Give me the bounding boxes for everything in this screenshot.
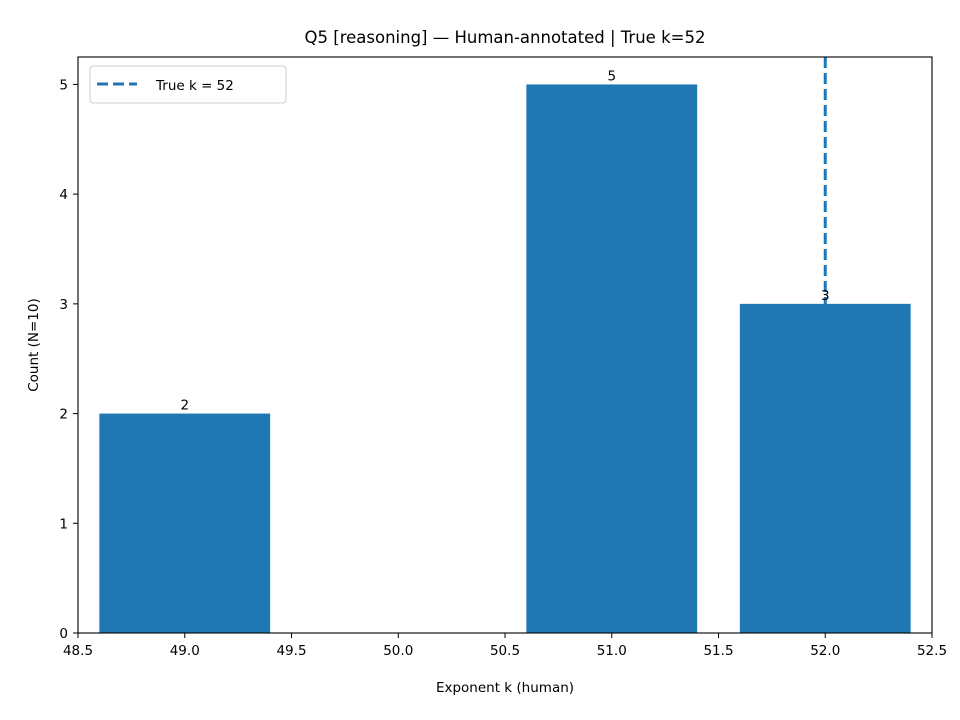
x-tick-label: 52.5 <box>917 643 947 659</box>
legend-label: True k = 52 <box>155 78 234 94</box>
y-axis: 0 1 2 3 4 5 <box>59 77 78 642</box>
x-tick-label: 52.0 <box>810 643 840 659</box>
bar-labels-layer: 2 5 3 <box>180 68 829 413</box>
chart-title: Q5 [reasoning] — Human-annotated | True … <box>305 28 706 47</box>
x-tick-label: 48.5 <box>63 643 93 659</box>
bar-51 <box>526 84 698 633</box>
y-tick-label: 1 <box>59 516 68 532</box>
y-tick-label: 4 <box>59 187 68 203</box>
legend-frame <box>89 65 287 104</box>
y-axis-label: Count (N=10) <box>26 298 42 392</box>
bar-49 <box>99 413 271 633</box>
x-tick-label: 51.0 <box>597 643 627 659</box>
bar-value-label: 2 <box>180 398 189 414</box>
x-tick-label: 51.5 <box>703 643 733 659</box>
bar-value-label: 3 <box>821 288 830 304</box>
x-tick-label: 49.5 <box>276 643 306 659</box>
x-axis: 48.5 49.0 49.5 50.0 50.5 51.0 51.5 52.0 52.5 <box>63 633 947 659</box>
y-tick-label: 3 <box>59 297 68 313</box>
x-axis-label: Exponent k (human) <box>436 680 574 696</box>
y-tick-label: 2 <box>59 407 68 423</box>
bars-layer <box>99 84 911 633</box>
x-tick-label: 49.0 <box>170 643 200 659</box>
y-tick-label: 5 <box>59 77 68 93</box>
bar-value-label: 5 <box>607 68 616 84</box>
x-tick-label: 50.5 <box>490 643 520 659</box>
y-tick-label: 0 <box>59 626 68 642</box>
x-tick-label: 50.0 <box>383 643 413 659</box>
legend: True k = 52 <box>89 65 287 104</box>
